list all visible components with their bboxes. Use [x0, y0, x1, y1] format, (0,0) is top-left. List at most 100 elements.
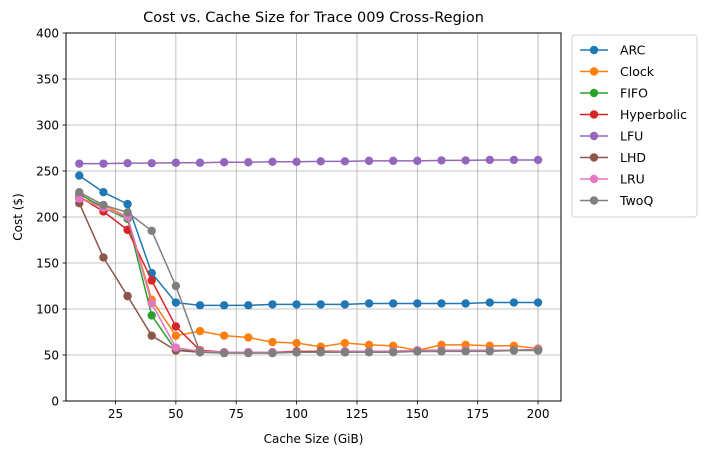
- legend-item: FIFO: [580, 86, 648, 101]
- data-point: [268, 157, 277, 166]
- data-point: [99, 200, 108, 210]
- x-tick-label: 50: [168, 407, 183, 421]
- data-point: [75, 194, 84, 203]
- y-tick-label: 300: [36, 118, 59, 132]
- data-point: [171, 331, 181, 340]
- data-point: [171, 158, 181, 167]
- x-tick-label: 25: [108, 407, 123, 421]
- data-point: [292, 300, 301, 309]
- legend-item: ARC: [580, 43, 646, 58]
- legend-swatch-marker: [589, 45, 599, 55]
- legend-item: LHD: [580, 150, 646, 165]
- series-fifo: [75, 189, 543, 357]
- data-point: [461, 156, 470, 165]
- series-area: [75, 155, 543, 358]
- data-point: [340, 300, 350, 309]
- data-point: [244, 301, 253, 310]
- data-point: [123, 199, 132, 209]
- data-point: [123, 158, 132, 168]
- data-point: [292, 157, 301, 166]
- data-point: [413, 299, 422, 308]
- data-point: [340, 157, 350, 166]
- legend-item: TwoQ: [580, 193, 653, 208]
- data-point: [75, 171, 84, 180]
- x-tick-label: 175: [466, 407, 489, 421]
- legend-item: LRU: [580, 172, 645, 187]
- y-tick-label: 150: [36, 256, 59, 270]
- data-point: [533, 298, 543, 307]
- data-point: [195, 301, 205, 310]
- data-point: [75, 159, 84, 168]
- legend-swatch-marker: [589, 110, 599, 119]
- data-point: [364, 156, 374, 166]
- series-arc: [75, 171, 543, 310]
- data-point: [171, 322, 181, 331]
- legend-label: LRU: [620, 172, 645, 187]
- legend-label: LFU: [620, 129, 643, 144]
- data-point: [533, 155, 543, 165]
- data-point: [509, 155, 519, 165]
- data-point: [219, 301, 229, 310]
- x-tick-label: 150: [406, 407, 429, 421]
- data-point: [123, 208, 132, 217]
- legend-label: LHD: [620, 150, 646, 165]
- data-point: [437, 299, 446, 308]
- data-point: [147, 299, 156, 308]
- data-point: [388, 156, 398, 166]
- data-point: [244, 348, 253, 358]
- data-point: [195, 326, 205, 336]
- legend-box: [571, 34, 698, 218]
- x-tick-label: 125: [346, 407, 369, 421]
- y-tick-label: 100: [36, 302, 59, 316]
- x-tick-label: 200: [527, 407, 550, 421]
- data-point: [99, 159, 108, 168]
- legend-label: TwoQ: [619, 193, 653, 208]
- y-axis-label: Cost ($): [11, 193, 25, 241]
- data-point: [316, 348, 325, 357]
- data-point: [437, 347, 446, 356]
- data-point: [340, 348, 350, 357]
- data-point: [340, 338, 350, 348]
- series-clock: [75, 194, 543, 355]
- data-point: [388, 299, 398, 308]
- data-point: [268, 337, 277, 347]
- legend-label: Clock: [620, 64, 655, 79]
- series-twoq: [75, 187, 543, 358]
- legend-label: ARC: [620, 43, 646, 58]
- x-axis-label: Cache Size (GiB): [264, 432, 364, 446]
- legend-swatch-marker: [589, 88, 599, 98]
- legend-swatch-marker: [589, 174, 599, 184]
- data-point: [171, 298, 181, 307]
- data-point: [171, 281, 181, 291]
- y-tick-label: 400: [36, 26, 59, 40]
- data-point: [195, 348, 205, 357]
- data-point: [147, 226, 156, 235]
- legend-swatch-marker: [589, 196, 599, 205]
- data-point: [364, 340, 374, 350]
- legend-label: FIFO: [620, 86, 648, 101]
- data-point: [268, 300, 277, 309]
- legend-item: LFU: [580, 129, 643, 144]
- data-point: [99, 253, 108, 262]
- x-tick-label: 100: [285, 407, 308, 421]
- data-point: [195, 158, 205, 167]
- data-point: [147, 311, 156, 320]
- data-point: [533, 346, 543, 355]
- data-point: [316, 300, 325, 309]
- data-point: [461, 299, 470, 308]
- data-point: [147, 158, 156, 168]
- legend-label: Hyperbolic: [620, 107, 687, 122]
- data-point: [219, 348, 229, 358]
- data-point: [364, 348, 374, 357]
- data-point: [509, 346, 519, 355]
- data-point: [485, 155, 494, 165]
- data-point: [244, 333, 253, 342]
- data-point: [437, 156, 446, 165]
- data-point: [413, 156, 422, 166]
- data-point: [75, 187, 84, 197]
- data-point: [509, 298, 519, 307]
- y-tick-label: 0: [51, 394, 59, 408]
- axis-ticks: 25 50 75 100 125 150 175 200 0 50 100 150 200 250 300 3…: [36, 26, 549, 421]
- x-tick-label: 75: [229, 407, 244, 421]
